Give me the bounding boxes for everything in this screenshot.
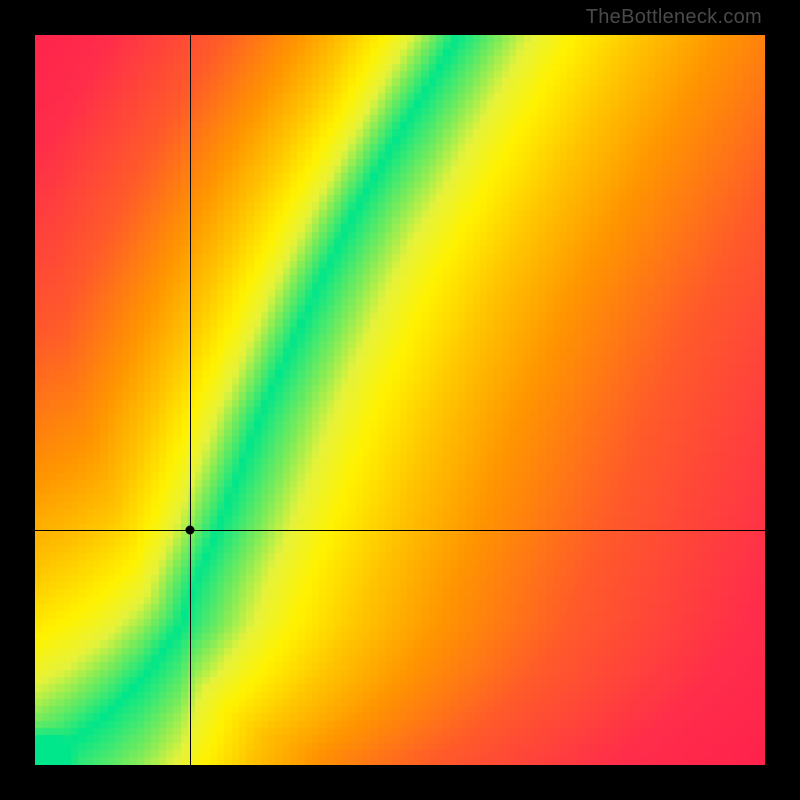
crosshair-marker xyxy=(186,525,195,534)
heatmap-plot-area xyxy=(35,35,765,765)
watermark-text: TheBottleneck.com xyxy=(586,6,762,29)
crosshair-horizontal xyxy=(35,530,765,531)
crosshair-vertical xyxy=(190,35,191,765)
heatmap-canvas xyxy=(35,35,765,765)
